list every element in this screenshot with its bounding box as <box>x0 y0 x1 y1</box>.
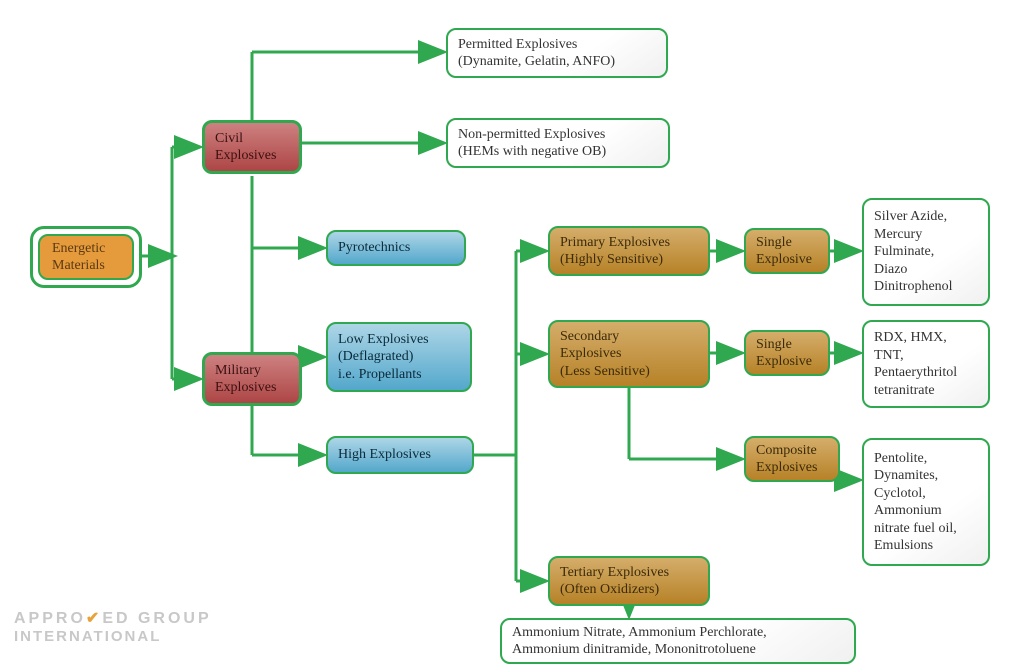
node-high-explosives: High Explosives <box>326 436 474 474</box>
watermark-text-a: APPRO <box>14 610 86 627</box>
node-single-explosive-secondary: SingleExplosive <box>744 330 830 376</box>
node-label: Ammonium Nitrate, Ammonium Perchlorate,A… <box>512 624 767 659</box>
node-label: MilitaryExplosives <box>215 362 276 397</box>
node-examples-composite: Pentolite,Dynamites,Cyclotol,Ammoniumnit… <box>862 438 990 566</box>
watermark-text-line2: INTERNATIONAL <box>14 628 212 645</box>
node-label: EnergeticMaterials <box>52 240 105 275</box>
node-examples-secondary: RDX, HMX,TNT,Pentaerythritoltetranitrate <box>862 320 990 408</box>
watermark-text-b: ED GROUP <box>102 610 211 627</box>
node-label: SecondaryExplosives(Less Sensitive) <box>560 328 650 381</box>
node-tertiary-explosives: Tertiary Explosives(Often Oxidizers) <box>548 556 710 606</box>
watermark-logo: APPRO✔ED GROUP INTERNATIONAL <box>14 608 212 645</box>
node-label: Tertiary Explosives(Often Oxidizers) <box>560 564 669 599</box>
node-permitted-explosives: Permitted Explosives(Dynamite, Gelatin, … <box>446 28 668 78</box>
node-label: Non-permitted Explosives(HEMs with negat… <box>458 126 606 161</box>
node-label: High Explosives <box>338 446 431 464</box>
node-nonpermitted-explosives: Non-permitted Explosives(HEMs with negat… <box>446 118 670 168</box>
node-label: SingleExplosive <box>756 336 812 371</box>
node-label: CompositeExplosives <box>756 442 817 477</box>
node-single-explosive-primary: SingleExplosive <box>744 228 830 274</box>
node-label: CivilExplosives <box>215 130 276 165</box>
node-label: Low Explosives(Deflagrated)i.e. Propella… <box>338 331 429 384</box>
node-label: Permitted Explosives(Dynamite, Gelatin, … <box>458 36 615 71</box>
node-composite-explosives: CompositeExplosives <box>744 436 840 482</box>
node-label: SingleExplosive <box>756 234 812 269</box>
node-label: Silver Azide,MercuryFulminate,DiazoDinit… <box>874 208 953 296</box>
node-examples-primary: Silver Azide,MercuryFulminate,DiazoDinit… <box>862 198 990 306</box>
node-examples-tertiary: Ammonium Nitrate, Ammonium Perchlorate,A… <box>500 618 856 664</box>
node-secondary-explosives: SecondaryExplosives(Less Sensitive) <box>548 320 710 388</box>
node-civil-explosives: CivilExplosives <box>202 120 302 174</box>
node-label: RDX, HMX,TNT,Pentaerythritoltetranitrate <box>874 329 957 399</box>
node-label: Pentolite,Dynamites,Cyclotol,Ammoniumnit… <box>874 450 957 555</box>
node-low-explosives: Low Explosives(Deflagrated)i.e. Propella… <box>326 322 472 392</box>
node-energetic-materials: EnergeticMaterials <box>30 226 142 288</box>
node-label: Pyrotechnics <box>338 239 410 257</box>
node-military-explosives: MilitaryExplosives <box>202 352 302 406</box>
node-label: Primary Explosives(Highly Sensitive) <box>560 234 670 269</box>
node-primary-explosives: Primary Explosives(Highly Sensitive) <box>548 226 710 276</box>
watermark-accent-icon: ✔ <box>86 610 102 627</box>
node-pyrotechnics: Pyrotechnics <box>326 230 466 266</box>
